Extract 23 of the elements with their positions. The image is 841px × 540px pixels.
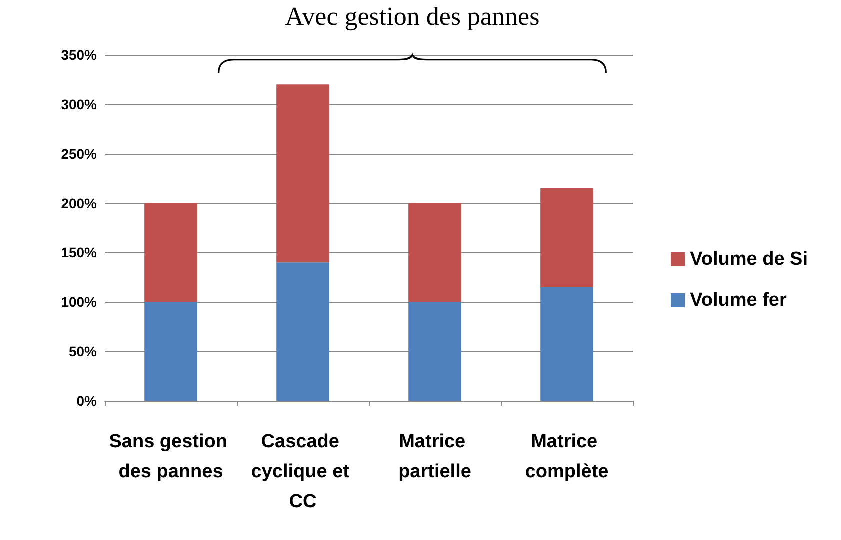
bar	[276, 262, 330, 401]
y-tick-label: 200%	[61, 195, 98, 212]
x-tick-label: Cascade cyclique et CC	[251, 432, 355, 512]
y-tick-label: 0%	[76, 393, 98, 409]
text: Avec gestion des pannes	[285, 2, 540, 32]
y-tick-label: 350%	[61, 47, 98, 63]
legend-label: Volume fer	[690, 290, 788, 311]
y-tick-label: 100%	[61, 294, 98, 310]
bar	[144, 203, 198, 302]
bar	[144, 302, 198, 401]
bar	[408, 302, 462, 401]
y-tick-label: 150%	[61, 244, 98, 261]
legend-label: Volume de Si	[690, 249, 808, 270]
x-tick-label: Sans gestion des pannes	[109, 432, 233, 482]
y-tick-label: 50%	[68, 344, 98, 360]
x-tick-label: Matrice partielle	[398, 432, 472, 482]
y-tick-label: 300%	[61, 96, 98, 112]
bar	[540, 188, 594, 288]
bar	[276, 84, 330, 263]
x-tick-label: Matrice complète	[525, 432, 609, 482]
bar	[540, 287, 594, 401]
y-tick-label: 250%	[61, 146, 98, 162]
bar	[408, 203, 462, 302]
